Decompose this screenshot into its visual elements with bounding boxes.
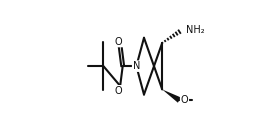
Text: O: O (181, 95, 188, 105)
Polygon shape (162, 90, 181, 103)
Text: N: N (133, 61, 140, 71)
Text: NH₂: NH₂ (186, 25, 205, 35)
Text: O: O (115, 37, 122, 47)
Text: O: O (115, 86, 122, 96)
